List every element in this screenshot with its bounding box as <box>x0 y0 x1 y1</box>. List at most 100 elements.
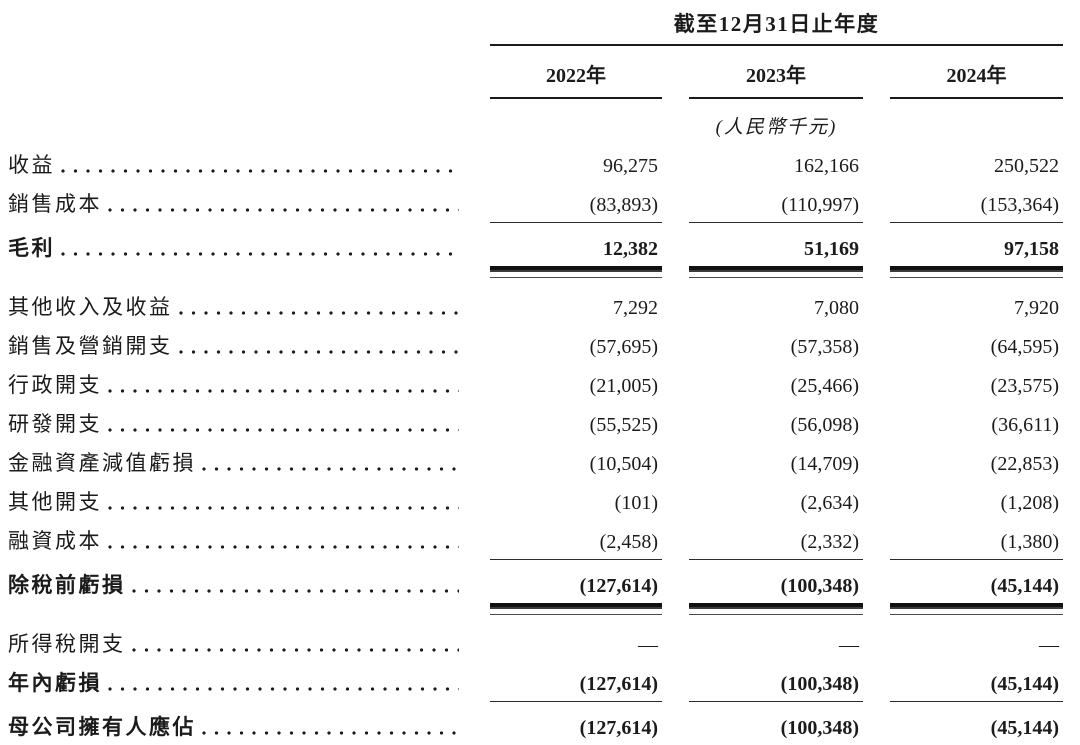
row-label: 融資成本 <box>8 529 102 553</box>
value-2022: (57,695) <box>589 336 658 358</box>
value-2024: (45,144) <box>890 715 1063 745</box>
table-header-years-row: 2022年 2023年 2024年 <box>8 46 1080 99</box>
row-label: 其他開支 <box>8 490 102 514</box>
dot-leader <box>108 208 459 212</box>
row-label-cell: 融資成本 <box>8 528 463 554</box>
table-row-loss-for-the-year: 年內虧損 (127,614) (100,348) (45,144) <box>8 670 1080 702</box>
row-label-cell: 其他開支 <box>8 489 463 515</box>
value-2023: (56,098) <box>790 414 859 436</box>
period-header: 截至12月31日止年度 <box>490 8 1063 46</box>
table-unit-row: (人民幣千元) <box>8 99 1080 152</box>
table-row-impairment-losses-financial-assets: 金融資產減值虧損 (10,504) (14,709) (22,853) <box>8 450 1080 477</box>
row-label: 銷售及營銷開支 <box>8 334 173 358</box>
value-2024: (45,144) <box>890 671 1063 702</box>
row-label: 除稅前虧損 <box>8 573 126 597</box>
dot-leader <box>108 545 459 549</box>
value-2022: (127,614) <box>490 671 662 702</box>
row-label: 銷售成本 <box>8 192 102 216</box>
dot-leader <box>202 731 459 735</box>
value-2024: (22,853) <box>990 453 1059 475</box>
row-label-cell: 金融資產減值虧損 <box>8 450 463 476</box>
dot-leader <box>61 169 459 173</box>
table-row-other-expenses: 其他開支 (101) (2,634) (1,208) <box>8 489 1080 516</box>
table-row-loss-before-tax: 除稅前虧損 (127,614) (100,348) (45,144) <box>8 572 1080 615</box>
value-2022: 96,275 <box>603 155 658 177</box>
value-2022: (21,005) <box>589 375 658 397</box>
value-2023: (100,348) <box>689 573 863 615</box>
column-header-2022: 2022年 <box>490 46 662 99</box>
row-label: 所得稅開支 <box>8 632 126 656</box>
value-2024: (64,595) <box>990 336 1059 358</box>
value-2024: (45,144) <box>890 573 1063 615</box>
dot-leader <box>108 506 459 510</box>
value-2023: (100,348) <box>689 671 863 702</box>
table-row-cost-of-sales: 銷售成本 (83,893) (110,997) (153,364) <box>8 191 1080 223</box>
currency-unit-note: (人民幣千元) <box>715 117 838 138</box>
row-label: 其他收入及收益 <box>8 295 173 319</box>
row-label: 行政開支 <box>8 373 102 397</box>
table-row-finance-costs: 融資成本 (2,458) (2,332) (1,380) <box>8 528 1080 560</box>
value-2022: (10,504) <box>589 453 658 475</box>
value-2024: (1,208) <box>1000 492 1059 514</box>
row-label-cell: 收益 <box>8 152 463 178</box>
table-row-income-tax-expense: 所得稅開支 — — — <box>8 631 1080 658</box>
value-2024: (1,380) <box>890 529 1063 560</box>
dot-leader <box>178 311 459 315</box>
value-2023: (2,332) <box>689 529 863 560</box>
value-2022: (127,614) <box>490 715 662 745</box>
value-2024: — <box>1039 634 1059 656</box>
row-label-cell: 年內虧損 <box>8 670 463 696</box>
value-2022: (2,458) <box>490 529 662 560</box>
row-label-cell: 行政開支 <box>8 372 463 398</box>
column-header-2024: 2024年 <box>890 46 1063 99</box>
value-2023: 7,080 <box>814 297 859 319</box>
value-2023: (100,348) <box>689 715 863 745</box>
row-label-cell: 毛利 <box>8 235 463 261</box>
row-label: 研發開支 <box>8 412 102 436</box>
table-row-gross-profit: 毛利 12,382 51,169 97,158 <box>8 235 1080 278</box>
value-2022: (101) <box>614 492 658 514</box>
value-2023: (14,709) <box>790 453 859 475</box>
value-2023: 162,166 <box>794 155 859 177</box>
row-label-cell: 研發開支 <box>8 411 463 437</box>
table-header-period-row: 截至12月31日止年度 <box>8 8 1080 46</box>
row-label-cell: 銷售及營銷開支 <box>8 333 463 359</box>
value-2022: (55,525) <box>589 414 658 436</box>
value-2024: 97,158 <box>890 236 1063 278</box>
value-2022: 7,292 <box>613 297 658 319</box>
column-header-2023: 2023年 <box>689 46 863 99</box>
table-row-revenue: 收益 96,275 162,166 250,522 <box>8 152 1080 179</box>
value-2024: (36,611) <box>991 414 1059 436</box>
table-row-rd-expenses: 研發開支 (55,525) (56,098) (36,611) <box>8 411 1080 438</box>
table-row-administrative-expenses: 行政開支 (21,005) (25,466) (23,575) <box>8 372 1080 399</box>
value-2023: (57,358) <box>790 336 859 358</box>
row-label-cell: 所得稅開支 <box>8 631 463 657</box>
value-2023: (25,466) <box>790 375 859 397</box>
dot-leader <box>108 428 459 432</box>
row-label: 年內虧損 <box>8 671 102 695</box>
value-2022: (83,893) <box>490 192 662 223</box>
value-2024: 7,920 <box>1014 297 1059 319</box>
table-row-attributable-to-owners-of-parent: 母公司擁有人應佔 (127,614) (100,348) (45,144) <box>8 714 1080 745</box>
value-2022: — <box>638 634 658 656</box>
dot-leader <box>131 589 459 593</box>
table-row-other-income: 其他收入及收益 7,292 7,080 7,920 <box>8 294 1080 321</box>
value-2023: (110,997) <box>689 192 863 223</box>
value-2022: 12,382 <box>490 236 662 278</box>
dot-leader <box>131 648 459 652</box>
dot-leader <box>61 252 459 256</box>
value-2023: (2,634) <box>800 492 859 514</box>
table-row-selling-marketing-expenses: 銷售及營銷開支 (57,695) (57,358) (64,595) <box>8 333 1080 360</box>
row-label: 收益 <box>8 153 55 177</box>
row-label: 金融資產減值虧損 <box>8 451 196 475</box>
dot-leader <box>202 467 459 471</box>
row-label: 母公司擁有人應佔 <box>8 715 196 739</box>
value-2024: 250,522 <box>994 155 1059 177</box>
value-2024: (23,575) <box>990 375 1059 397</box>
row-label: 毛利 <box>8 236 55 260</box>
value-2022: (127,614) <box>490 573 662 615</box>
row-label-cell: 母公司擁有人應佔 <box>8 714 463 740</box>
dot-leader <box>108 389 459 393</box>
value-2023: 51,169 <box>689 236 863 278</box>
